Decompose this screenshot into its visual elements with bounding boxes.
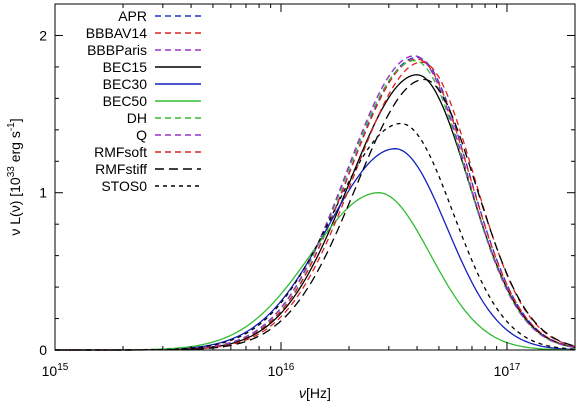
- plot-frame: [54, 3, 576, 351]
- series-line-rmfsoft: [55, 61, 576, 351]
- x-tick-label-exp: 17: [509, 362, 521, 373]
- series-line-bbbav14: [55, 58, 576, 351]
- legend-label-bec30: BEC30: [103, 76, 148, 92]
- legend-label-q: Q: [136, 127, 147, 143]
- y-tick-label: 0: [39, 342, 47, 358]
- y-axis-label-main: ν L(ν) [10: [7, 177, 23, 236]
- y-axis-label-exp: 33: [6, 166, 17, 178]
- x-tick-label-base: 10: [268, 363, 284, 379]
- y-axis-label-close: ]: [7, 118, 23, 122]
- x-tick-label: 1016: [268, 362, 295, 379]
- y-axis-label-unit-exp: -1: [6, 122, 17, 131]
- x-axis-label-nu: ν: [299, 385, 306, 401]
- x-tick-label: 1015: [42, 362, 69, 379]
- y-axis-label: ν L(ν) [1033 erg s-1]: [6, 118, 23, 235]
- y-axis-label-unit: erg s: [7, 131, 23, 166]
- x-tick-label: 1017: [494, 362, 521, 379]
- x-tick-label-exp: 15: [57, 362, 69, 373]
- legend-label-dh: DH: [127, 110, 147, 126]
- legend-label-rmfsoft: RMFsoft: [94, 144, 147, 160]
- legend-label-rmfstiff: RMFstiff: [95, 161, 147, 177]
- series-line-bec50: [55, 192, 575, 351]
- y-tick-label: 2: [39, 27, 47, 43]
- series-line-dh: [55, 59, 576, 351]
- series-line-q: [55, 55, 576, 351]
- x-tick-label-base: 10: [494, 363, 510, 379]
- series-line-stos0: [55, 122, 576, 351]
- legend-label-bbbav14: BBBAV14: [86, 25, 147, 41]
- legend-label-bec50: BEC50: [103, 93, 148, 109]
- x-axis-label: ν[Hz]: [299, 385, 331, 401]
- legend-label-apr: APR: [118, 8, 147, 24]
- legend: APRBBBAV14BBBParisBEC15BEC30BEC50DHQRMFs…: [86, 8, 201, 194]
- y-tick-label: 1: [39, 185, 47, 201]
- x-axis-label-unit: [Hz]: [306, 385, 331, 401]
- legend-label-bec15: BEC15: [103, 59, 148, 75]
- legend-label-stos0: STOS0: [101, 178, 147, 194]
- x-tick-label-base: 10: [42, 363, 58, 379]
- legend-label-bbbparis: BBBParis: [87, 42, 147, 58]
- x-tick-label-exp: 16: [283, 362, 295, 373]
